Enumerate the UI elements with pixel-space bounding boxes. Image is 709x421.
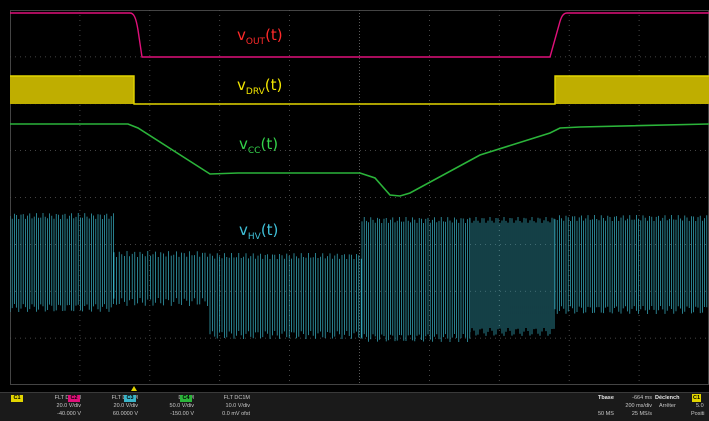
vhv-label-sub: HV [247, 232, 261, 242]
vhv-trace [10, 213, 708, 342]
channel-3-badge: C3 [124, 395, 136, 402]
timebase-scale: 200 ms/div [625, 403, 652, 409]
trigger-mode: Arrêter [659, 403, 676, 409]
status-bar: C1 FLT DC1M 20.0 V/div -40.000 V C2 FLT … [0, 392, 709, 421]
vdrv-label: vDRV(t) [237, 78, 282, 100]
vcc-label-prefix: v [239, 135, 248, 153]
vcc-label-sub: CC [247, 146, 261, 156]
channel-4-coupling: FLT DC1M [223, 395, 250, 401]
timebase-delay: -664 ms [632, 395, 652, 401]
channel-2-badge: C2 [68, 395, 80, 402]
trigger-slope: Positi [691, 411, 705, 417]
waveform-area[interactable]: vOUT(t) vDRV(t) vCC(t) vHV(t) [10, 10, 709, 385]
vdrv-trace-block-2 [555, 76, 709, 104]
vhv-label-prefix: v [239, 221, 248, 239]
vdrv-trace-block-1 [10, 76, 134, 104]
vdrv-label-sub: DRV [245, 87, 265, 97]
vout-label-prefix: v [237, 26, 246, 44]
trigger-descriptor[interactable]: Déclench C1 Arrêter 5.0 Positi [655, 394, 709, 421]
channel-4-offset: 0.0 mV ofst [222, 411, 250, 417]
vdrv-trace-baseline [10, 75, 709, 105]
vcc-label-suffix: (t) [260, 135, 279, 153]
channel-1-offset: -40.000 V [57, 411, 81, 417]
channel-1-scale: 20.0 V/div [56, 403, 81, 409]
channel-3-scale: 50.0 V/div [169, 403, 194, 409]
vout-trace [10, 12, 709, 58]
channel-3-offset: -150.00 V [170, 411, 194, 417]
timebase-samples: 50 MS [598, 411, 614, 417]
vdrv-label-prefix: v [237, 76, 246, 94]
trigger-title: Déclench [655, 395, 680, 401]
vhv-label-suffix: (t) [260, 221, 279, 239]
vout-label-suffix: (t) [265, 26, 283, 44]
channel-2-offset: 60.0000 V [112, 411, 138, 417]
trigger-position-marker[interactable] [131, 386, 137, 391]
timebase-rate: 25 MS/s [631, 411, 652, 417]
timebase-descriptor[interactable]: Tbase -664 ms 200 ms/div 50 MS 25 MS/s [598, 394, 654, 421]
channel-4-badge: C4 [180, 395, 192, 402]
vcc-trace [10, 123, 709, 197]
channel-1-info: FLT DC1M 20.0 V/div -40.000 V [25, 394, 81, 418]
trigger-source-badge: C1 [692, 394, 702, 402]
channel-4-scale: 10.0 V/div [225, 403, 250, 409]
channel-4-info: FLT DC1M 10.0 V/div 0.0 mV ofst [194, 394, 250, 418]
vhv-label: vHV(t) [239, 223, 278, 245]
waveforms [10, 12, 709, 342]
channel-1-badge: C1 [11, 395, 23, 402]
vcc-label: vCC(t) [239, 137, 278, 159]
channel-2-scale: 20.0 V/div [113, 403, 138, 409]
vdrv-label-suffix: (t) [264, 76, 283, 94]
timebase-title: Tbase [598, 395, 614, 401]
vout-label: vOUT(t) [237, 28, 283, 50]
trigger-level: 5.0 [696, 403, 704, 409]
channel-1-coupling: FLT DC1M [54, 395, 81, 401]
vout-label-sub: OUT [245, 37, 266, 47]
